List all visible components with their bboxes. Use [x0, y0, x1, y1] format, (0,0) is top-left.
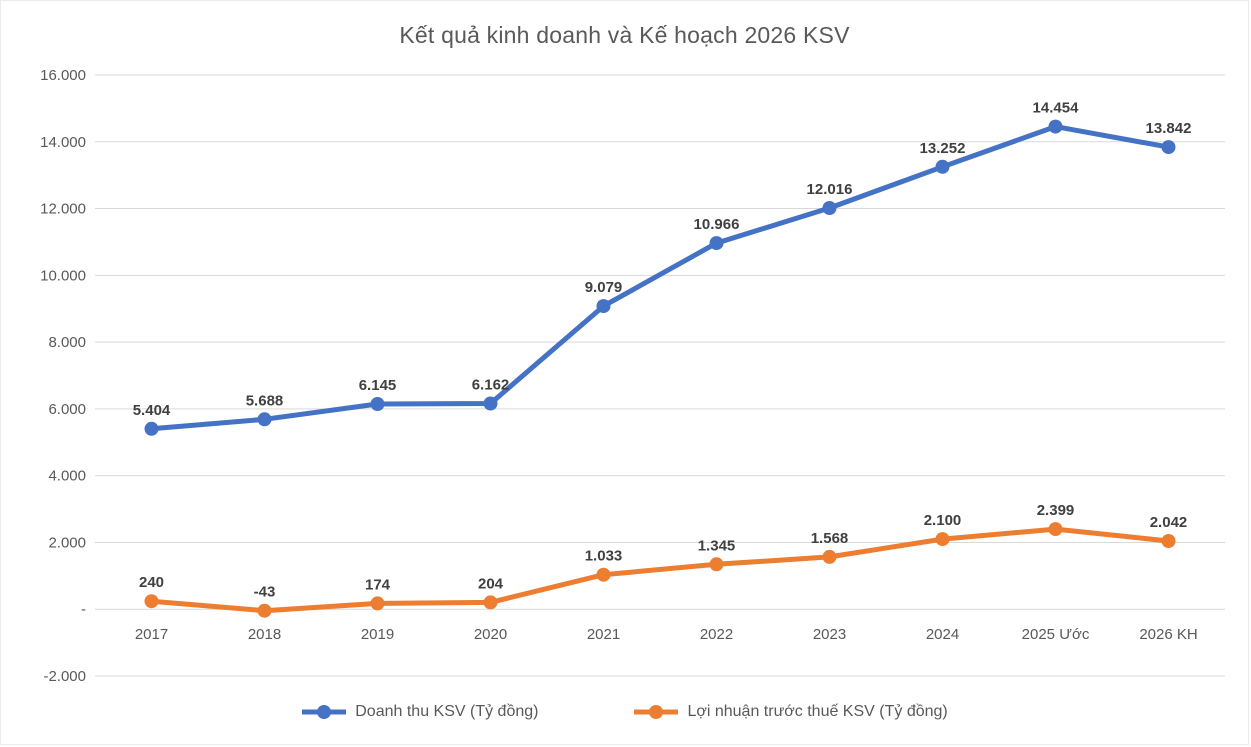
data-point-marker [822, 549, 837, 564]
data-point-marker [483, 595, 498, 610]
data-point-label: 12.016 [807, 181, 853, 198]
data-point-marker [1048, 119, 1063, 134]
y-tick-label: 8.000 [48, 334, 86, 351]
data-point-label: 1.345 [698, 537, 736, 554]
data-point-marker [144, 594, 159, 609]
x-axis-label: 2026 KH [1139, 626, 1197, 643]
data-point-label: 10.966 [694, 216, 740, 233]
data-point-label: 1.568 [811, 530, 849, 547]
data-point-label: 204 [478, 575, 504, 592]
data-point-marker [483, 396, 498, 411]
x-axis-label: 2025 Ước [1022, 626, 1090, 643]
data-point-marker [1048, 522, 1063, 537]
series-line [149, 124, 1171, 432]
y-tick-label: 4.000 [48, 468, 86, 485]
chart-title: Kết quả kinh doanh và Kế hoạch 2026 KSV [399, 22, 850, 48]
data-point-label: 5.404 [133, 402, 171, 419]
series-line [149, 526, 1171, 614]
x-axis-label: 2021 [587, 626, 620, 643]
x-axis-label: 2019 [361, 626, 394, 643]
legend-line-dot-icon [302, 705, 347, 719]
data-point-marker [935, 159, 950, 174]
data-point-marker [1161, 534, 1176, 548]
x-axis-label: 2018 [248, 626, 281, 643]
x-axis-label: 2017 [135, 626, 168, 643]
data-point-label: 2.042 [1150, 514, 1188, 531]
x-axis-label: 2024 [926, 626, 959, 643]
data-point-label: 2.100 [924, 512, 962, 529]
data-point-label: 6.145 [359, 377, 397, 394]
data-point-label: -43 [254, 584, 276, 601]
data-point-label: 9.079 [585, 279, 623, 296]
data-point-marker [370, 596, 385, 611]
data-point-label: 13.252 [920, 140, 966, 157]
legend-line-dot-icon [634, 705, 679, 719]
data-point-marker [596, 299, 611, 314]
x-axis-label: 2022 [700, 626, 733, 643]
legend-label-doanh-thu: Doanh thu KSV (Tỷ đồng) [355, 703, 539, 720]
y-tick-label: 2.000 [48, 534, 86, 551]
data-point-marker [144, 421, 159, 436]
data-point-label: 14.454 [1033, 100, 1080, 117]
data-point-label: 240 [139, 574, 164, 591]
y-tick-label: -2.000 [43, 668, 86, 685]
y-tick-label: 6.000 [48, 401, 86, 418]
data-point-label: 5.688 [246, 392, 284, 409]
data-point-marker [935, 532, 950, 547]
legend-item-loi-nhuan: Lợi nhuận trước thuế KSV (Tỷ đồng) [633, 703, 948, 721]
data-point-label: 2.399 [1037, 502, 1075, 519]
x-axis-label: 2020 [474, 626, 507, 643]
data-point-label: 174 [365, 576, 391, 593]
legend-item-doanh-thu: Doanh thu KSV (Tỷ đồng) [301, 703, 538, 721]
y-tick-label: 14.000 [40, 134, 86, 151]
y-tick-label: 10.000 [40, 267, 86, 284]
data-point-label: 1.033 [585, 548, 623, 565]
data-point-marker [709, 236, 724, 251]
data-point-marker [257, 603, 272, 618]
x-axis-label: 2023 [813, 626, 846, 643]
data-point-marker [822, 201, 837, 215]
data-point-label: 13.842 [1146, 120, 1192, 137]
y-tick-label: 16.000 [40, 67, 86, 84]
data-point-marker [709, 557, 724, 572]
line-chart-svg: 16.000 14.000 12.000 10.000 8.000 6.000 4.000 2… [40, 67, 1225, 685]
chart-legend: Doanh thu KSV (Tỷ đồng) Lợi nhuận trước … [1, 703, 1248, 721]
y-tick-label: 12.000 [40, 201, 86, 218]
legend-label-loi-nhuan: Lợi nhuận trước thuế KSV (Tỷ đồng) [687, 703, 948, 720]
data-point-marker [257, 412, 272, 427]
data-point-marker [1161, 140, 1176, 155]
data-point-label: 6.162 [472, 377, 510, 394]
data-point-marker [596, 567, 611, 582]
y-tick-label: - [81, 601, 86, 618]
data-point-marker [370, 397, 385, 411]
